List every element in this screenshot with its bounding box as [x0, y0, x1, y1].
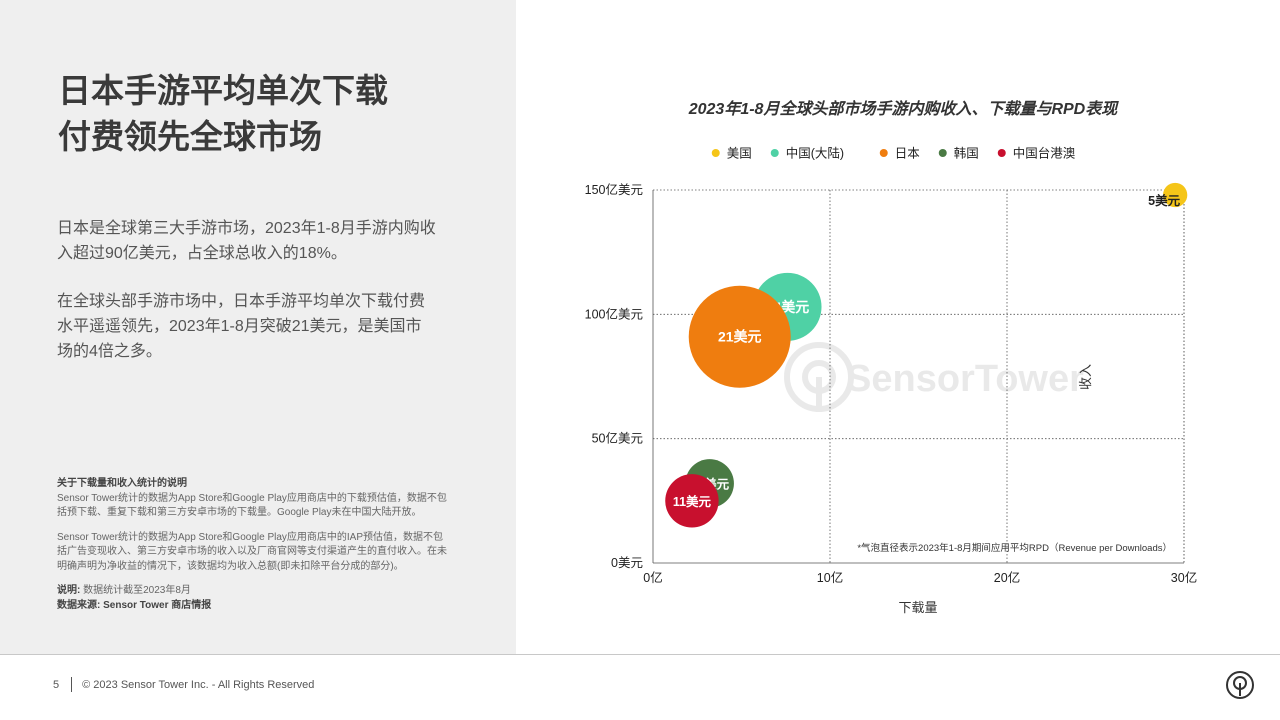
footer-separator: [71, 677, 73, 692]
notes-source: 数据来源: Sensor Tower 商店情报: [57, 599, 212, 611]
page-title-line2: 付费领先全球市场: [58, 118, 322, 155]
notes-explain: 说明: 数据统计截至2023年8月: [57, 584, 452, 599]
watermark-logo-icon: [784, 342, 854, 412]
chart-title: 2023年1-8月全球头部市场手游内购收入、下载量与RPD表现: [688, 100, 1120, 118]
y-tick-label: 100亿美元: [585, 306, 643, 321]
page-title-line1: 日本手游平均单次下载: [58, 72, 388, 109]
bubble-chart: SensorTower 2023年1-8月全球头部市场手游内购收入、下载量与RP…: [585, 100, 1198, 615]
y-tick-label: 150亿美元: [585, 182, 643, 197]
y-tick-label: 0美元: [611, 556, 643, 570]
y-axis-ticks: 0美元 50亿美元 100亿美元 150亿美元: [585, 182, 643, 570]
x-tick-label: 0亿: [643, 570, 662, 585]
chart-grid: [652, 189, 1185, 564]
page-number: 5: [53, 678, 60, 691]
paragraph-rpd: 在全球头部手游市场中，日本手游平均单次下载付费水平遥遥领先，2023年1-8月突…: [57, 293, 426, 360]
notes-revenue: Sensor Tower统计的数据为App Store和Google Play应…: [57, 531, 447, 572]
chart-bubbles: 5美元14美元21美元10美元11美元: [665, 182, 1188, 528]
notes-explain-label: 说明:: [57, 585, 81, 596]
copyright: © 2023 Sensor Tower Inc. - All Rights Re…: [82, 678, 315, 691]
notes-explain-text: 数据统计截至2023年8月: [83, 585, 191, 596]
legend-marker: [711, 149, 720, 157]
x-axis-ticks: 0亿 10亿 20亿 30亿: [643, 570, 1197, 585]
legend-label: 中国台港澳: [1013, 146, 1076, 161]
bubble: [665, 474, 719, 528]
bubble-label: 5美元: [1148, 193, 1180, 208]
legend-marker: [938, 149, 947, 157]
notes-downloads: Sensor Tower统计的数据为App Store和Google Play应…: [57, 492, 447, 519]
x-tick-label: 10亿: [817, 570, 843, 585]
x-axis-label: 下载量: [898, 600, 937, 615]
notes-heading: 关于下载量和收入统计的说明: [57, 478, 187, 489]
legend-label: 韩国: [954, 146, 979, 161]
page-title: 日本手游平均单次下载 付费领先全球市场: [58, 68, 388, 160]
watermark: SensorTower: [784, 342, 1084, 412]
x-tick-label: 20亿: [994, 570, 1020, 585]
y-tick-label: 50亿美元: [592, 431, 643, 446]
footer-divider: [0, 654, 1280, 655]
methodology-notes: 关于下载量和收入统计的说明 Sensor Tower统计的数据为App Stor…: [57, 477, 452, 613]
left-panel: 日本手游平均单次下载 付费领先全球市场 日本是全球第三大手游市场，2023年1-…: [0, 0, 516, 654]
sensor-tower-logo-icon: [1226, 671, 1254, 699]
legend-label: 中国(大陆): [786, 146, 844, 161]
y-axis-label: 收入: [1078, 364, 1093, 390]
watermark-text: SensorTower: [846, 358, 1084, 400]
legend-label: 日本: [895, 147, 921, 161]
bubble-label: 21美元: [718, 329, 762, 345]
legend-label: 美国: [727, 147, 752, 161]
chart-footnote: *气泡直径表示2023年1-8月期间应用平均RPD（Revenue per Do…: [857, 542, 1172, 554]
bubble-label: 11美元: [673, 494, 712, 509]
x-tick-label: 30亿: [1171, 570, 1197, 585]
chart-legend: 美国 中国(大陆) 日本 韩国 中国台港澳: [711, 146, 1076, 161]
bubble: [1163, 182, 1188, 208]
legend-marker: [997, 149, 1006, 157]
footer: 5 © 2023 Sensor Tower Inc. - All Rights …: [53, 677, 314, 692]
legend-marker: [879, 149, 888, 157]
bubble: [688, 285, 791, 388]
legend-marker: [770, 149, 779, 157]
paragraph-market-size: 日本是全球第三大手游市场，2023年1-8月手游内购收入超过90亿美元，占全球总…: [57, 220, 436, 262]
